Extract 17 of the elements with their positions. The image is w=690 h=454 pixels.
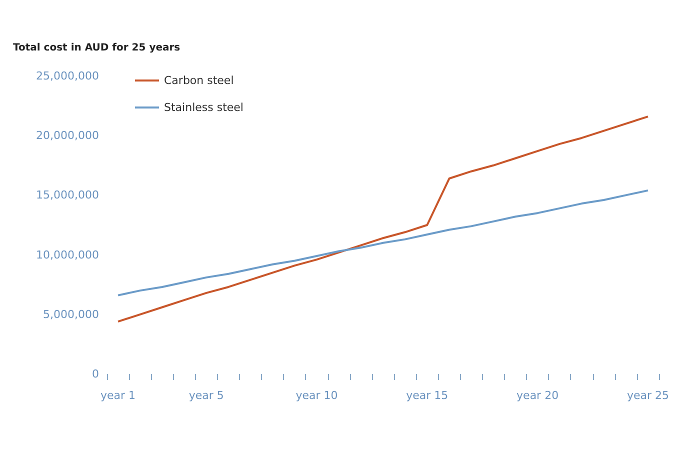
y-tick-label: 20,000,000	[36, 129, 99, 142]
y-tick-label: 0	[92, 368, 99, 380]
y-tick-label: 15,000,000	[36, 188, 99, 202]
x-tick-label: year 20	[516, 389, 559, 402]
x-tick-label: year 15	[406, 389, 448, 402]
y-tick-label: 25,000,000	[36, 70, 99, 82]
x-tick-label: year 10	[296, 389, 338, 402]
y-tick-label: 5,000,000	[43, 308, 99, 321]
line-series	[117, 116, 649, 323]
x-tick-label: year 5	[188, 389, 224, 402]
x-tick-label: year 1	[100, 389, 136, 402]
x-tick-label: year 25	[626, 389, 669, 402]
legend-label: Stainless steel	[164, 101, 244, 114]
legend-label: Carbon steel	[164, 74, 234, 87]
y-tick-label: 10,000,000	[36, 248, 99, 262]
y-axis-title: Total cost in AUD for 25 years	[13, 42, 180, 54]
line-series	[117, 189, 649, 296]
